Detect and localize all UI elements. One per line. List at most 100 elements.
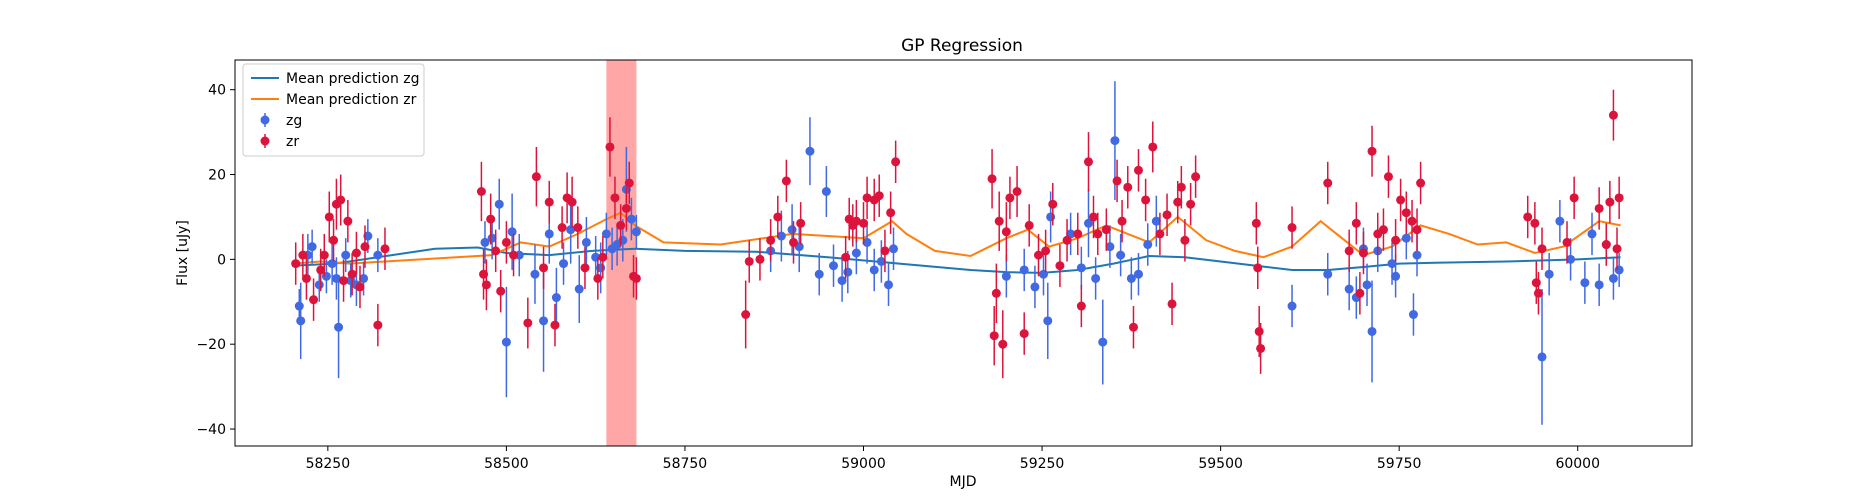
zr-point [621, 187, 631, 230]
zr-point [1251, 202, 1261, 245]
zg-marker [359, 273, 369, 283]
zr-marker [989, 331, 999, 341]
zr-marker [886, 208, 896, 218]
zr-point [1112, 159, 1122, 203]
legend-swatch-zr [260, 134, 270, 148]
series-zg [294, 81, 1624, 425]
zr-marker [1601, 240, 1611, 250]
zr-point [989, 306, 999, 366]
zg-point [1344, 267, 1354, 311]
zg-marker [1323, 269, 1333, 279]
x-tick-label: 59750 [1377, 456, 1422, 472]
zr-point [1001, 202, 1011, 262]
zr-point [1594, 187, 1604, 230]
zr-point [1012, 166, 1022, 217]
zr-point [580, 246, 590, 290]
zg-point [829, 244, 839, 287]
zg-point [1046, 191, 1056, 243]
zr-point [1041, 229, 1051, 273]
zg-point [1566, 238, 1576, 281]
zg-marker [1367, 326, 1377, 336]
zr-point [476, 161, 486, 222]
zr-marker [301, 273, 311, 283]
x-tick-label: 59250 [1020, 456, 1065, 472]
zg-marker [1362, 280, 1372, 290]
zg-marker [1116, 250, 1126, 260]
zg-marker [487, 233, 497, 243]
zg-marker [876, 256, 886, 266]
zr-marker [291, 259, 301, 269]
zr-marker [1001, 227, 1011, 237]
zr-marker [610, 193, 620, 203]
zg-point [1076, 246, 1086, 290]
zr-marker [598, 252, 608, 262]
zr-point [486, 193, 496, 245]
zr-point [1358, 231, 1368, 275]
zg-marker [1105, 242, 1115, 252]
zr-point [631, 257, 641, 300]
zg-marker [626, 214, 636, 224]
zr-point [1076, 284, 1086, 328]
zr-point [755, 238, 765, 281]
zr-point [360, 225, 370, 268]
zr-marker [1123, 182, 1133, 192]
zg-point [1105, 225, 1115, 268]
zg-marker [566, 225, 576, 235]
zr-marker [998, 339, 1008, 349]
zg-point [566, 195, 576, 264]
zr-marker [1033, 250, 1043, 260]
zr-marker [1254, 326, 1264, 336]
zr-marker [360, 242, 370, 252]
zr-point [1378, 208, 1388, 251]
legend: Mean prediction zg Mean prediction zr zg… [242, 63, 425, 157]
zr-marker [1407, 216, 1417, 226]
zr-marker [796, 218, 806, 228]
zr-marker [1062, 235, 1072, 245]
zr-marker [1148, 142, 1158, 152]
zg-point [1587, 212, 1597, 256]
zr-point [1569, 176, 1579, 220]
y-axis-label: Flux [uJy] [175, 220, 191, 286]
zr-marker [1401, 208, 1411, 218]
zg-marker [1046, 212, 1056, 222]
zg-point [1143, 223, 1153, 266]
zg-point [631, 214, 641, 249]
zg-point [1362, 263, 1372, 307]
plot-area [291, 60, 1624, 446]
zr-point [1253, 246, 1263, 290]
zr-marker [336, 195, 346, 205]
zr-marker [991, 288, 1001, 298]
zr-marker [781, 176, 791, 186]
zr-point [616, 204, 626, 247]
zg-point [307, 229, 317, 264]
zr-point [1256, 322, 1266, 374]
zr-marker [373, 320, 383, 330]
zg-point [334, 276, 344, 379]
zr-marker [1083, 157, 1093, 167]
zr-marker [550, 320, 560, 330]
zr-point [481, 259, 491, 311]
zr-point [880, 229, 890, 273]
zr-marker [316, 265, 326, 275]
zr-point [380, 227, 390, 270]
zr-marker [1358, 248, 1368, 258]
y-tick-label: 0 [217, 252, 226, 268]
zr-marker [880, 246, 890, 256]
zr-marker [1612, 244, 1622, 254]
zr-point [796, 202, 806, 245]
zr-marker [631, 273, 641, 283]
zg-marker [1614, 265, 1624, 275]
zr-marker [343, 216, 353, 226]
zg-marker [501, 337, 511, 347]
y-tick-label: 40 [208, 83, 226, 99]
zr-point [355, 265, 365, 309]
zg-point [1594, 263, 1604, 307]
x-axis-ticks: 58250 58500 58750 59000 59250 59500 59750 60000 [306, 446, 1600, 472]
zg-marker [862, 237, 872, 247]
zr-point [557, 206, 567, 249]
zr-point [1191, 155, 1201, 198]
zr-point [1287, 206, 1297, 249]
zg-point [1580, 261, 1590, 304]
zr-marker [509, 250, 519, 260]
zg-marker [1043, 316, 1053, 326]
